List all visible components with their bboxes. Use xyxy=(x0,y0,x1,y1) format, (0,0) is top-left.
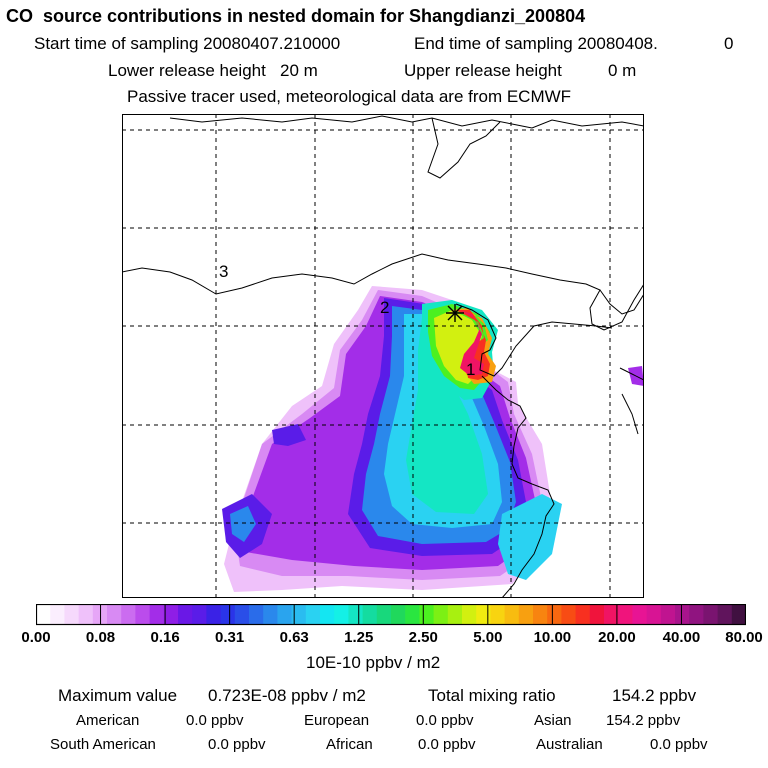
colorbar-cell xyxy=(575,604,591,625)
upper-release-value: 0 m xyxy=(608,61,637,80)
colorbar-cell xyxy=(703,604,719,625)
colorbar-cell xyxy=(433,604,449,625)
colorbar-cell xyxy=(618,604,633,625)
total-mixing-label: Total mixing ratio xyxy=(428,686,556,705)
region-label-3: 3 xyxy=(219,262,228,281)
colorbar-cell xyxy=(362,604,378,625)
colorbar-cell xyxy=(717,604,733,625)
colorbar-cell xyxy=(547,604,562,625)
colorbar-cell xyxy=(320,604,335,625)
colorbar-cell xyxy=(249,604,264,625)
max-value: 0.723E-08 ppbv / m2 xyxy=(208,686,366,705)
map-grid xyxy=(122,114,644,598)
plume-map: 3 2 1 xyxy=(122,114,644,598)
colorbar-tick-label: 0.00 xyxy=(21,629,51,646)
colorbar-cell xyxy=(121,604,136,625)
colorbar-cell xyxy=(163,604,179,625)
colorbar-cell xyxy=(107,604,122,625)
contribution-name: European xyxy=(304,712,370,729)
colorbar-tick-label: 1.25 xyxy=(344,629,374,646)
colorbar-cell xyxy=(149,604,165,625)
contribution-value: 0.0 ppbv xyxy=(208,736,266,753)
colorbar-cell xyxy=(589,604,605,625)
colorbar-cell xyxy=(604,604,619,625)
contribution-value: 0.0 ppbv xyxy=(418,736,476,753)
contribution-name: South American xyxy=(50,736,156,753)
colorbar-tick-label: 2.50 xyxy=(408,629,438,646)
colorbar-cell xyxy=(490,604,506,625)
colorbar-tick-label: 0.16 xyxy=(150,629,180,646)
colorbar-cell xyxy=(50,604,65,625)
colorbar xyxy=(36,604,746,626)
station-marker-icon xyxy=(446,304,464,322)
colorbar-cell xyxy=(192,604,207,625)
colorbar-cell xyxy=(405,604,420,625)
colorbar-cell xyxy=(689,604,704,625)
map-frame xyxy=(122,114,644,598)
colorbar-cell xyxy=(36,604,51,625)
colorbar-cell xyxy=(234,604,250,625)
colorbar-cell xyxy=(419,604,435,625)
chart-title: CO source contributions in nested domain… xyxy=(6,6,586,26)
contribution-value: 0.0 ppbv xyxy=(650,736,708,753)
colorbar-cell xyxy=(476,604,491,625)
colorbar-tick-label: 0.08 xyxy=(85,629,116,646)
colorbar-unit-label: 10E-10 ppbv / m2 xyxy=(306,653,441,672)
colorbar-tick-label: 40.00 xyxy=(662,629,701,646)
coastlines xyxy=(122,115,644,598)
colorbar-cell xyxy=(206,604,222,625)
colorbar-cell xyxy=(632,604,648,625)
colorbar-cell xyxy=(334,604,349,625)
colorbar-cell xyxy=(518,604,534,625)
concentration-field xyxy=(222,286,644,592)
upper-release-height: Upper release height xyxy=(404,61,562,80)
colorbar-cell xyxy=(263,604,278,625)
region-label-1: 1 xyxy=(466,360,475,379)
colorbar-tick-label: 20.00 xyxy=(598,629,636,646)
contribution-name: African xyxy=(326,736,373,753)
colorbar-cell xyxy=(731,604,746,625)
contribution-value: 154.2 ppbv xyxy=(606,712,681,729)
colorbar-cell xyxy=(391,604,406,625)
colorbar-tick-label: 0.31 xyxy=(215,629,245,646)
colorbar-cell xyxy=(447,604,463,625)
start-time: Start time of sampling 20080407.210000 xyxy=(34,34,341,53)
colorbar-cell xyxy=(220,604,236,625)
colorbar-cell xyxy=(376,604,392,625)
contribution-name: American xyxy=(76,712,140,729)
tracer-note: Passive tracer used, meteorological data… xyxy=(127,87,572,106)
colorbar-cell xyxy=(178,604,193,625)
contribution-name: Asian xyxy=(534,712,572,729)
colorbar-cell xyxy=(348,604,364,625)
colorbar-cell xyxy=(277,604,293,625)
total-mixing-value: 154.2 ppbv xyxy=(612,686,697,705)
colorbar-tick-label: 5.00 xyxy=(473,629,503,646)
max-value-label: Maximum value xyxy=(58,686,178,705)
colorbar-cell xyxy=(561,604,577,625)
colorbar-cell xyxy=(533,604,548,625)
colorbar-cell xyxy=(291,604,307,625)
lower-release-height: Lower release height 20 m xyxy=(108,61,318,80)
colorbar-cell xyxy=(660,604,676,625)
colorbar-cell xyxy=(64,604,80,625)
colorbar-cell xyxy=(504,604,520,625)
contribution-name: Australian xyxy=(536,736,603,753)
end-time: End time of sampling 20080408. xyxy=(414,34,658,53)
colorbar-cell xyxy=(462,604,477,625)
region-label-2: 2 xyxy=(380,298,389,317)
colorbar-cell xyxy=(675,604,690,625)
colorbar-cell xyxy=(78,604,94,625)
colorbar-tick-label: 0.63 xyxy=(279,629,309,646)
colorbar-tick-label: 10.00 xyxy=(533,629,572,646)
colorbar-cell xyxy=(646,604,662,625)
colorbar-cell xyxy=(135,604,151,625)
colorbar-cell xyxy=(305,604,321,625)
end-time-value: 0 xyxy=(724,34,734,53)
contribution-value: 0.0 ppbv xyxy=(186,712,244,729)
contribution-value: 0.0 ppbv xyxy=(416,712,474,729)
colorbar-tick-label: 80.00 xyxy=(725,629,763,646)
colorbar-cells xyxy=(36,604,746,625)
